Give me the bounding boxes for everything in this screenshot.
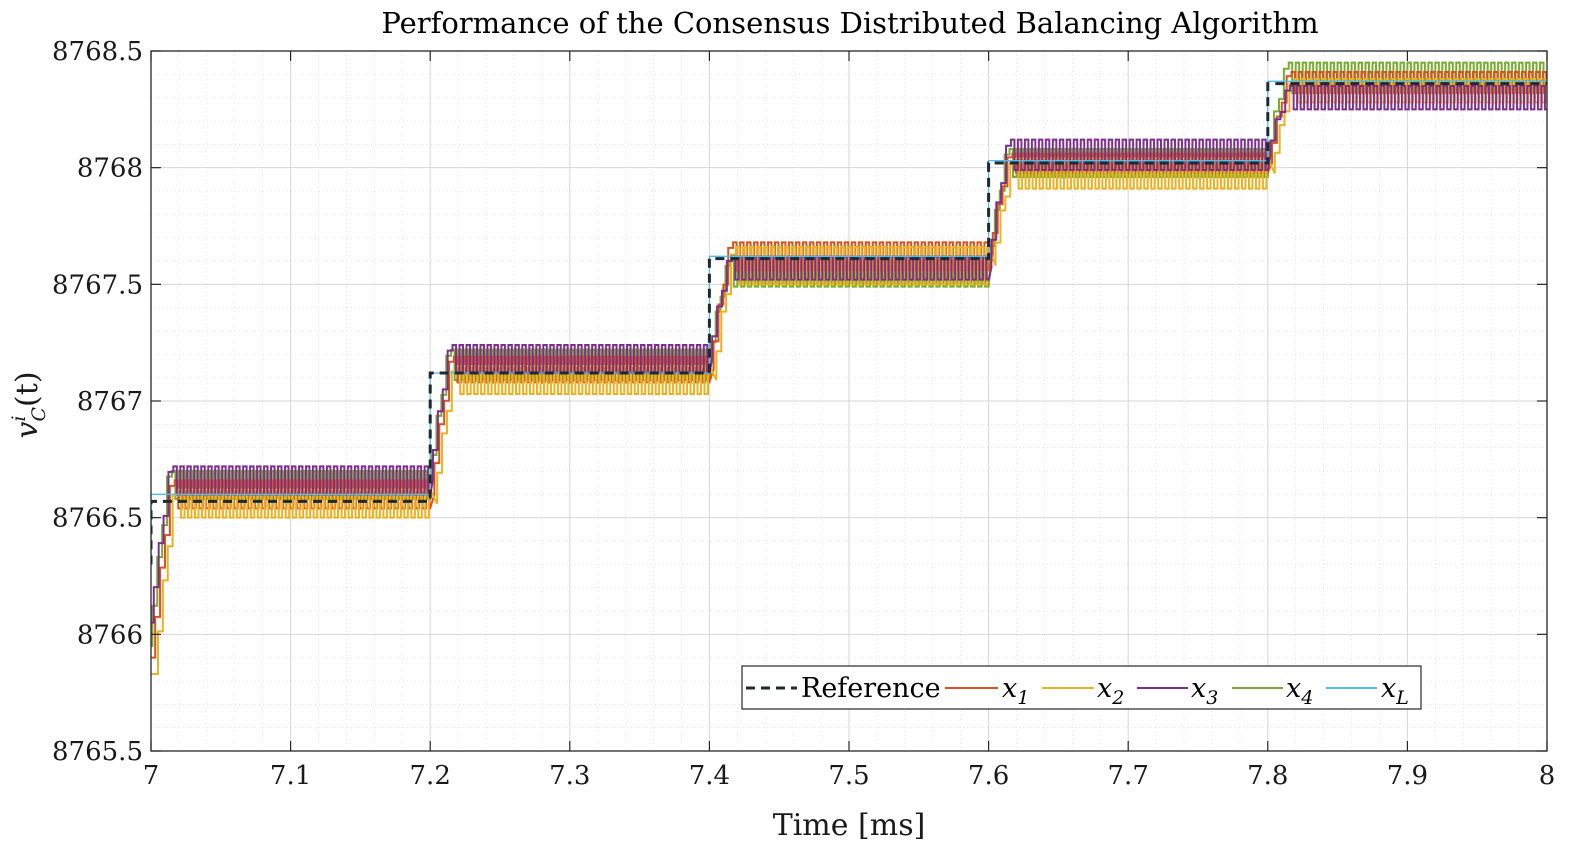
legend-label-reference: Reference [801, 673, 941, 704]
x-tick-label: 7.7 [1108, 761, 1149, 791]
x-tick-label: 7.9 [1387, 761, 1428, 791]
series-layer [151, 61, 1547, 675]
y-tick-label: 8766.5 [52, 504, 143, 534]
y-tick-label: 8767 [77, 387, 143, 417]
legend-label-subscript: 3 [1206, 687, 1218, 709]
legend-label-subscript: 2 [1111, 687, 1124, 709]
y-axis-label-base: v [10, 422, 45, 439]
x-tick-label: 7.5 [828, 761, 869, 791]
x-axis-label: Time [ms] [773, 808, 926, 843]
legend-label-subscript: 1 [1017, 687, 1029, 709]
y-axis-label-sub: C [28, 406, 50, 421]
x-tick-label: 7.2 [410, 761, 451, 791]
y-axis-label: viC(t) [8, 371, 50, 438]
y-tick-label: 8766 [77, 620, 143, 650]
x-tick-label: 7.6 [968, 761, 1009, 791]
tick-layer: 7 7.1 7.2 7.3 7.4 7.5 7.6 7.7 7.8 7.9 8 8765.5 8766 8… [52, 37, 1555, 791]
y-tick-label: 8768 [77, 154, 143, 184]
legend-label-subscript: L [1395, 687, 1409, 709]
legend-label-subscript: 4 [1300, 687, 1313, 709]
y-axis-label-sup: i [8, 415, 30, 421]
legend: Reference x1 x2 x3 x4 xL [741, 665, 1422, 710]
y-tick-label: 8765.5 [52, 737, 143, 767]
y-tick-label: 8768.5 [52, 37, 143, 67]
x-tick-label: 7 [143, 761, 160, 791]
y-tick-label: 8767.5 [52, 270, 143, 300]
axis-labels: Time [ms] viC(t) [8, 371, 925, 843]
x-tick-label: 7.8 [1247, 761, 1288, 791]
x-tick-label: 7.3 [549, 761, 590, 791]
x-tick-label: 7.1 [270, 761, 311, 791]
legend-label-xl: xL [1381, 673, 1409, 709]
chart-title: Performance of the Consensus Distributed… [381, 6, 1318, 40]
x-tick-label: 8 [1539, 761, 1556, 791]
y-axis-label-arg: (t) [10, 371, 45, 406]
x-tick-label: 7.4 [689, 761, 730, 791]
svg-text:viC(t): viC(t) [8, 371, 50, 438]
